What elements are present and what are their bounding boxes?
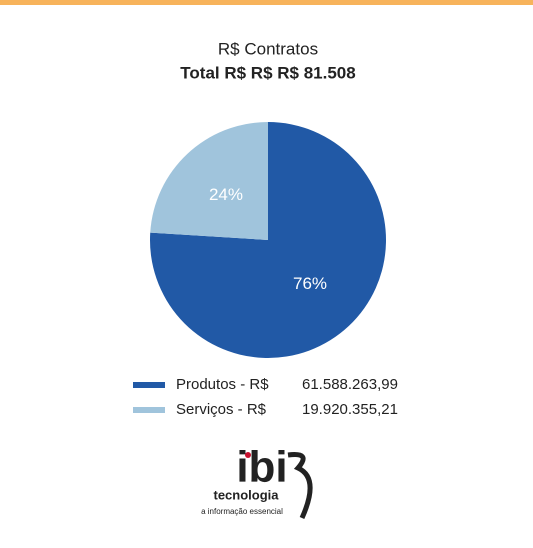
slice-label: 24% bbox=[209, 185, 243, 204]
chart-title: R$ Contratos bbox=[218, 39, 318, 58]
legend-value: 61.588.263,99 bbox=[302, 376, 398, 393]
logo: ibi tecnologia a informação essencial bbox=[201, 443, 313, 520]
legend-value: 19.920.355,21 bbox=[302, 401, 398, 418]
legend-swatch bbox=[133, 382, 165, 388]
legend-label: Produtos - R$ bbox=[176, 376, 269, 393]
logo-subtitle: tecnologia bbox=[213, 487, 279, 502]
top-bar bbox=[0, 0, 533, 5]
logo-dot bbox=[245, 452, 251, 458]
legend-label: Serviços - R$ bbox=[176, 401, 267, 418]
logo-tagline: a informação essencial bbox=[201, 507, 283, 516]
chart-subtitle: Total R$ R$ R$ 81.508 bbox=[180, 63, 355, 82]
logo-mark bbox=[287, 452, 313, 520]
logo-name: ibi bbox=[236, 443, 287, 492]
legend-swatch bbox=[133, 407, 165, 413]
slice-label: 76% bbox=[293, 274, 327, 293]
pie-slice bbox=[150, 122, 268, 240]
pie-slice bbox=[150, 122, 386, 359]
